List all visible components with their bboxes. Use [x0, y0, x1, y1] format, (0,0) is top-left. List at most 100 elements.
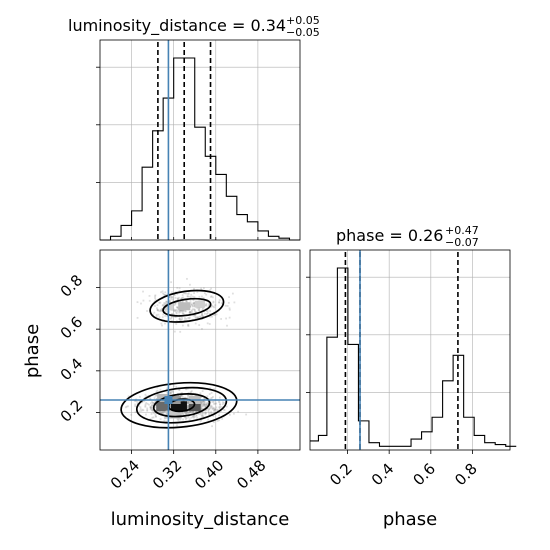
sample-point — [185, 300, 188, 302]
sample-point — [202, 297, 205, 300]
sample-point — [228, 296, 230, 299]
sample-point — [176, 310, 179, 313]
sample-point — [149, 407, 152, 410]
sample-point — [151, 408, 154, 411]
sample-point — [178, 311, 180, 314]
sample-point — [207, 418, 210, 421]
sample-point — [187, 416, 190, 419]
sample-point — [206, 404, 208, 407]
sample-point — [210, 287, 213, 290]
sample-point — [152, 404, 155, 407]
sample-point — [165, 300, 168, 303]
sample-point — [213, 411, 216, 414]
sample-point — [181, 300, 184, 303]
sample-point — [200, 401, 203, 404]
sample-point — [202, 399, 205, 402]
sample-point — [175, 311, 178, 314]
sample-point — [196, 417, 198, 419]
sample-point — [186, 387, 189, 390]
sample-point — [159, 301, 162, 304]
sample-point — [193, 301, 196, 304]
sample-point — [214, 313, 217, 316]
sample-point — [161, 290, 164, 293]
sample-point — [204, 413, 207, 416]
sample-point — [165, 420, 168, 423]
x-tick-label-phase: 0.8 — [451, 460, 481, 490]
ylabel-phase: phase — [22, 324, 43, 378]
sample-point — [192, 410, 194, 413]
sample-point — [181, 413, 184, 415]
title-phase-plus: +0.47 — [445, 224, 479, 237]
sample-point — [186, 292, 189, 295]
sample-point — [203, 401, 206, 404]
sample-point — [146, 407, 149, 410]
sample-point — [213, 306, 216, 309]
sample-point — [152, 401, 155, 404]
sample-point — [210, 305, 213, 307]
sample-point — [187, 405, 190, 408]
sample-point — [172, 385, 175, 388]
sample-point — [145, 395, 148, 398]
sample-point — [186, 401, 189, 404]
sample-point — [164, 294, 167, 297]
sample-point — [157, 309, 160, 312]
sample-point — [151, 416, 154, 419]
sample-point — [215, 402, 217, 405]
sample-point — [160, 412, 163, 415]
sample-point — [189, 410, 192, 413]
sample-point — [161, 316, 164, 319]
sample-point — [181, 296, 184, 299]
sample-point — [218, 419, 221, 422]
sample-point — [178, 318, 181, 321]
sample-point — [188, 316, 191, 319]
sample-point — [178, 310, 181, 312]
sample-point — [150, 406, 152, 409]
sample-point — [179, 330, 182, 333]
sample-point — [195, 415, 198, 417]
sample-point — [176, 309, 179, 312]
sample-point — [182, 418, 184, 421]
sample-point — [202, 402, 205, 405]
sample-point — [195, 411, 197, 413]
sample-point — [201, 390, 204, 393]
sample-point — [139, 408, 142, 411]
sample-point — [191, 305, 194, 308]
sample-point — [187, 407, 190, 409]
sample-point — [142, 409, 145, 412]
sample-point — [200, 401, 203, 404]
sample-point — [190, 303, 193, 306]
sample-point — [181, 324, 184, 327]
sample-point — [173, 294, 176, 297]
sample-point — [187, 394, 190, 397]
sample-point — [152, 412, 155, 415]
sample-point — [166, 391, 169, 394]
sample-point — [212, 415, 215, 418]
sample-point — [154, 406, 157, 409]
sample-point — [205, 405, 207, 408]
sample-point — [137, 405, 140, 407]
sample-point — [189, 393, 192, 396]
sample-point — [181, 395, 184, 398]
sample-point — [161, 304, 164, 307]
sample-point — [188, 311, 191, 314]
sample-point — [170, 391, 173, 394]
sample-point — [182, 309, 185, 312]
sample-point — [196, 306, 199, 309]
sample-point — [130, 413, 133, 416]
x-tick-label-phase: 0.2 — [326, 460, 356, 490]
sample-point — [204, 409, 207, 412]
sample-point — [200, 400, 203, 403]
sample-point — [194, 316, 197, 319]
sample-point — [221, 417, 224, 420]
sample-point — [168, 393, 171, 396]
sample-point — [185, 388, 188, 391]
sample-point — [193, 308, 196, 311]
sample-point — [178, 309, 181, 312]
sample-point — [184, 418, 187, 421]
sample-point — [160, 322, 163, 325]
sample-point — [159, 412, 161, 415]
sample-point — [195, 411, 198, 413]
sample-point — [199, 420, 202, 423]
sample-point — [199, 412, 202, 415]
density-layer — [120, 277, 248, 429]
